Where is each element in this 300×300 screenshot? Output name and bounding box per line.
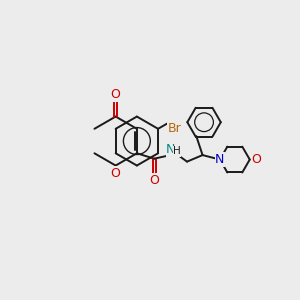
Text: O: O — [111, 88, 121, 101]
Text: N: N — [166, 143, 176, 156]
Text: O: O — [111, 167, 121, 180]
Text: N: N — [215, 153, 225, 166]
Text: N: N — [215, 153, 225, 166]
Text: O: O — [251, 153, 261, 166]
Text: Br: Br — [168, 122, 182, 135]
Text: O: O — [149, 174, 159, 187]
Text: H: H — [173, 146, 181, 157]
